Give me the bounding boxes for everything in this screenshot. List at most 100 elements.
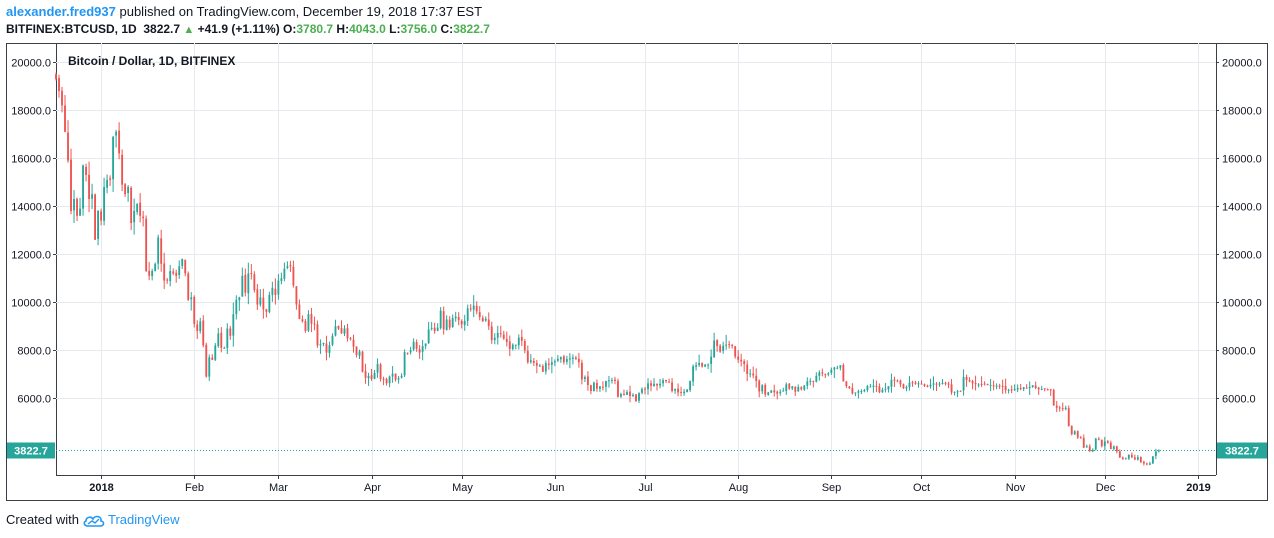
candle-body	[710, 356, 713, 364]
candle-body	[1058, 407, 1061, 409]
candle-body	[367, 375, 370, 379]
candle-body	[1052, 390, 1055, 406]
candle-body	[568, 358, 571, 360]
low-value: 3756.0	[400, 22, 438, 36]
x-tick-label: Feb	[185, 482, 204, 494]
candle-body	[247, 273, 250, 294]
candle-body	[550, 362, 553, 365]
candle-body	[301, 319, 304, 322]
x-tick-label: May	[452, 482, 473, 494]
candle-body	[70, 159, 72, 211]
candle-body	[980, 383, 983, 385]
candle-body	[355, 346, 358, 355]
candle-body	[565, 359, 568, 362]
ohlc-line: BITFINEX:BTCUSD, 1D 3822.7 ▲ +41.9 (+1.1…	[6, 22, 490, 36]
candle-body	[1028, 386, 1031, 389]
tradingview-brand-link[interactable]: TradingView	[107, 512, 180, 527]
candle-body	[256, 289, 259, 305]
candle-body	[857, 391, 860, 393]
candle-body	[713, 340, 716, 358]
candle-body	[421, 346, 424, 352]
candle-body	[605, 380, 607, 387]
candle-body	[139, 202, 142, 216]
candle-body	[998, 385, 1001, 387]
candle-body	[803, 385, 806, 390]
up-arrow-icon: ▲	[183, 24, 195, 36]
candle-body	[1157, 450, 1160, 452]
candle-body	[109, 178, 112, 180]
candle-body	[325, 343, 328, 353]
candle-body	[316, 324, 319, 346]
candle-body	[872, 385, 875, 387]
author-link[interactable]: alexander.fred937	[6, 4, 116, 19]
candle-body	[412, 341, 415, 350]
candle-body	[451, 318, 454, 327]
candle-body	[1127, 454, 1130, 459]
candle-body	[208, 357, 211, 377]
last-price-label-left: 3822.7	[14, 446, 48, 458]
candle-body	[121, 154, 124, 185]
candle-body	[1130, 454, 1133, 458]
candle-body	[659, 383, 661, 386]
candle-body	[1022, 387, 1025, 389]
y-tick-label-left: 14000.0	[11, 202, 51, 214]
candle-body	[124, 184, 127, 195]
candle-body	[1115, 446, 1118, 452]
candle-body	[1067, 408, 1070, 427]
candle-body	[926, 385, 929, 387]
candle-body	[268, 295, 271, 312]
open-value: 3780.7	[296, 22, 334, 36]
candle-body	[391, 373, 394, 377]
y-tick-label-left: 12000.0	[11, 250, 51, 262]
candle-body	[385, 378, 388, 384]
candle-body	[935, 383, 938, 385]
candle-body	[1103, 441, 1106, 447]
low-label: L:	[389, 22, 401, 36]
candle-body	[986, 384, 989, 386]
candle-body	[88, 174, 90, 199]
candle-body	[743, 361, 746, 365]
close-value: 3822.7	[453, 22, 490, 36]
candle-body	[1061, 408, 1064, 410]
candle-body	[1124, 458, 1127, 460]
candle-body	[403, 352, 406, 376]
publish-line: alexander.fred937 published on TradingVi…	[6, 4, 482, 19]
tradingview-cloud-icon[interactable]	[83, 513, 105, 527]
candle-body	[635, 394, 637, 402]
candle-body	[755, 375, 758, 381]
candle-body	[73, 199, 75, 211]
candle-body	[734, 346, 737, 357]
x-tick-label: Jun	[547, 482, 565, 494]
candle-body	[280, 278, 283, 281]
candle-body	[719, 345, 722, 352]
price-chart[interactable]: 20000.0 20000.0 18000.0 18000.0 16000.0 16000…	[6, 43, 1268, 501]
candle-body	[337, 325, 340, 329]
candle-body	[959, 390, 962, 392]
candle-body	[644, 388, 646, 390]
candle-body	[884, 388, 887, 390]
candle-body	[758, 380, 761, 392]
candle-body	[692, 366, 695, 382]
candle-body	[1121, 457, 1124, 460]
candle-body	[535, 362, 538, 366]
candle-body	[571, 357, 574, 359]
candle-body	[430, 328, 433, 330]
y-tick-label-left: 18000.0	[11, 106, 51, 118]
candle-body	[79, 208, 81, 216]
open-label: O:	[283, 22, 297, 36]
candle-body	[520, 336, 523, 341]
candle-body	[740, 359, 743, 362]
candle-body	[686, 389, 689, 393]
candle-body	[364, 371, 367, 378]
x-tick-label: 2019	[1186, 482, 1210, 494]
candle-body	[1043, 388, 1046, 390]
candle-body	[532, 360, 535, 363]
candle-body	[647, 383, 649, 390]
candle-body	[226, 328, 229, 349]
candle-body	[370, 375, 373, 379]
candle-body	[427, 329, 430, 344]
candle-body	[574, 357, 577, 360]
candle-body	[358, 351, 361, 356]
y-tick-label-left: 8000.0	[17, 346, 51, 358]
candle-body	[481, 317, 484, 322]
